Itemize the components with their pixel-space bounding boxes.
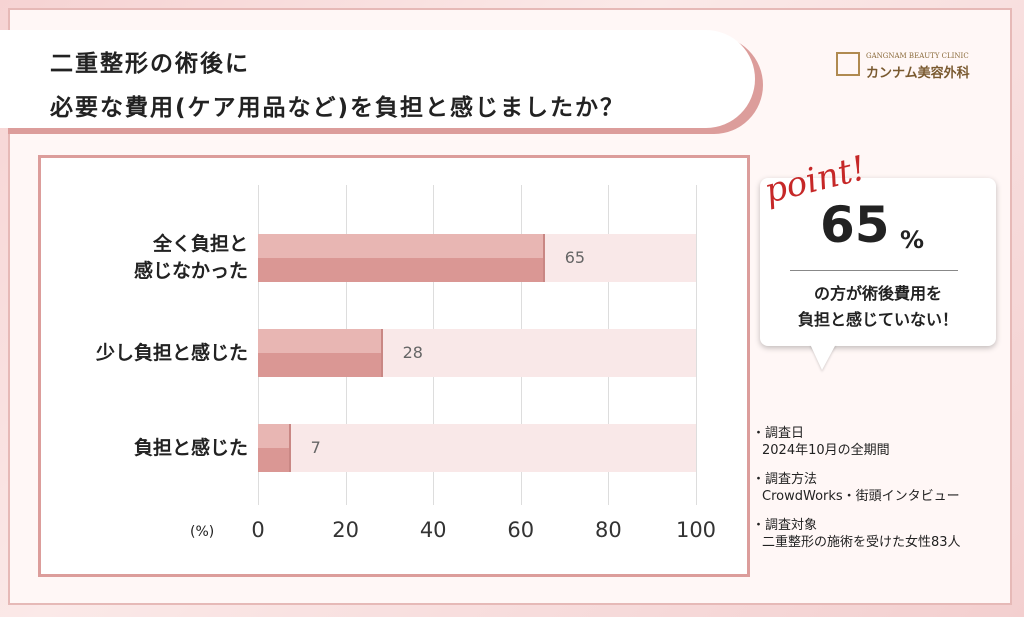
grid-line xyxy=(696,185,697,505)
x-tick-label: 0 xyxy=(251,518,265,542)
divider xyxy=(790,270,958,271)
note-label: ・調査日 xyxy=(752,426,805,441)
y-tick-label: 負担と感じた xyxy=(133,436,248,459)
title-line: 必要な費用(ケア用品など)を負担と感じましたか？ xyxy=(50,95,626,121)
value-label: 65 xyxy=(564,248,586,267)
bar-track xyxy=(258,424,696,472)
bar xyxy=(258,329,381,377)
x-axis-label: (%) xyxy=(190,524,215,540)
point-text: の方が術後費用を xyxy=(813,284,942,303)
note-text: 2024年10月の全期間 xyxy=(762,443,890,458)
note-text: 二重整形の施術を受けた女性83人 xyxy=(762,535,961,550)
x-tick-label: 60 xyxy=(507,518,535,542)
x-tick-label: 80 xyxy=(595,518,622,542)
title-line: 二重整形の術後に xyxy=(50,51,250,77)
bubble-tail xyxy=(810,344,836,370)
bar xyxy=(258,234,543,282)
note-label: ・調査方法 xyxy=(752,472,818,487)
note-text: CrowdWorks・街頭インタビュー xyxy=(762,489,960,504)
point-text: 負担と感じていない！ xyxy=(797,310,958,329)
logo-en: GANGNAM BEAUTY CLINIC xyxy=(866,52,969,60)
point-bubble xyxy=(760,178,996,346)
point-number: 65 xyxy=(820,196,890,254)
value-label: 28 xyxy=(402,343,423,362)
bar xyxy=(258,424,289,472)
logo-ja: カンナム美容外科 xyxy=(866,66,970,81)
title-banner xyxy=(0,30,755,128)
point-unit: % xyxy=(900,226,925,254)
x-tick-label: 100 xyxy=(675,518,717,542)
x-tick-label: 20 xyxy=(332,518,359,542)
logo-icon xyxy=(836,52,860,76)
note-label: ・調査対象 xyxy=(752,518,818,533)
y-tick-label: 全く負担と 感じなかった xyxy=(133,233,248,282)
x-tick-label: 40 xyxy=(419,518,447,542)
value-label: 7 xyxy=(310,438,321,457)
y-tick-label: 少し負担と感じた xyxy=(95,341,248,364)
